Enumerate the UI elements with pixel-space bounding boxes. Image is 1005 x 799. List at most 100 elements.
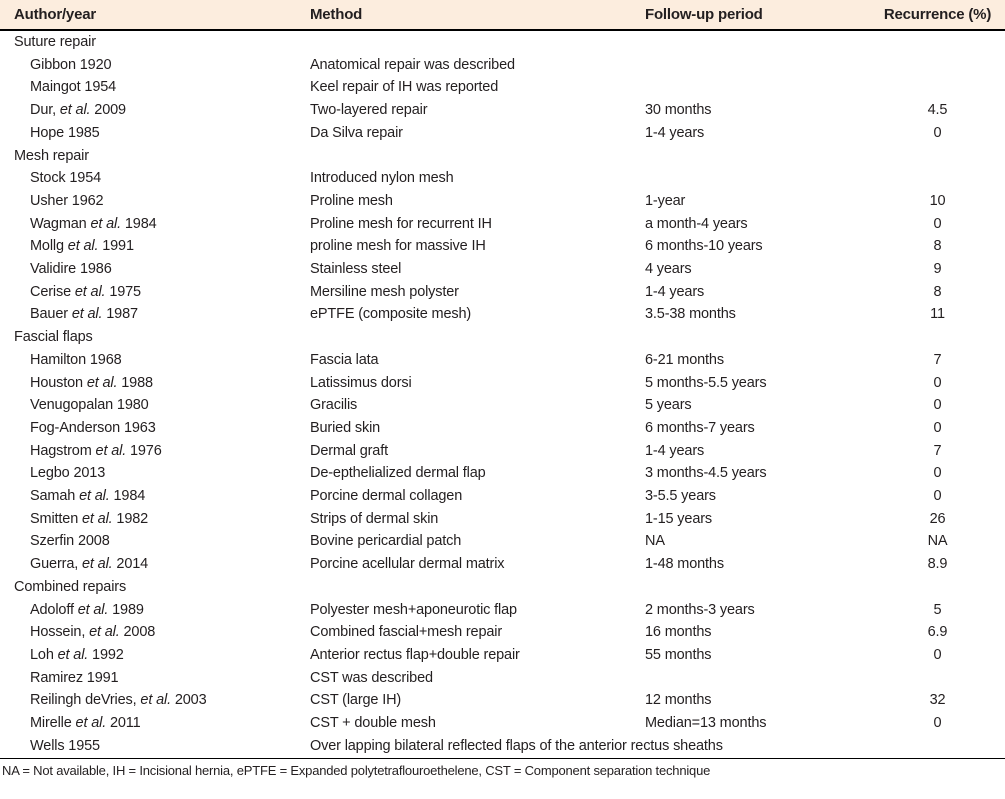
author-name: Hamilton 1968 bbox=[30, 351, 122, 368]
followup-cell: 30 months bbox=[645, 102, 712, 119]
author-name: Adoloff bbox=[30, 601, 78, 618]
table-row: Hossein, et al. 2008 Combined fascial+mes… bbox=[0, 621, 1005, 644]
author-year: 2003 bbox=[170, 692, 207, 709]
author-year: 1984 bbox=[121, 215, 157, 232]
method-cell: Latissimus dorsi bbox=[310, 374, 412, 391]
table-row: Wagman et al. 1984 Proline mesh for recur… bbox=[0, 213, 1005, 236]
section-title: Fascial flaps bbox=[14, 329, 93, 346]
author-name: Legbo 2013 bbox=[30, 465, 106, 482]
method-cell: Porcine dermal collagen bbox=[310, 488, 463, 505]
author-cell: Mirelle et al. 2011 bbox=[0, 712, 310, 735]
recurrence-cell: 4.5 bbox=[927, 102, 948, 119]
method-cell: ePTFE (composite mesh) bbox=[310, 306, 472, 323]
author-name: Gibbon 1920 bbox=[30, 56, 112, 73]
author-year: 2011 bbox=[106, 715, 141, 732]
author-name: Houston bbox=[30, 374, 87, 391]
author-cell: Validire 1986 bbox=[0, 258, 310, 281]
table-row: Usher 1962 Proline mesh 1-year 10 bbox=[0, 190, 1005, 213]
author-et-al: et al. bbox=[82, 510, 113, 527]
method-cell: Proline mesh bbox=[310, 192, 393, 209]
author-name: Loh bbox=[30, 646, 58, 663]
followup-cell: 3-5.5 years bbox=[645, 488, 716, 505]
author-cell: Wagman et al. 1984 bbox=[0, 213, 310, 236]
author-name: Usher 1962 bbox=[30, 192, 104, 209]
method-cell: Two-layered repair bbox=[310, 102, 428, 119]
followup-cell: 1-year bbox=[645, 192, 686, 209]
author-year: 1984 bbox=[109, 488, 146, 505]
recurrence-cell: 0 bbox=[933, 488, 942, 505]
author-et-al: et al. bbox=[74, 283, 106, 300]
recurrence-cell: 0 bbox=[933, 374, 942, 391]
author-name: Validire 1986 bbox=[30, 261, 112, 278]
author-year: 1987 bbox=[102, 306, 138, 323]
author-cell: Hossein, et al. 2008 bbox=[0, 621, 310, 644]
author-cell: Loh et al. 1992 bbox=[0, 644, 310, 667]
followup-cell: 16 months bbox=[645, 624, 712, 641]
recurrence-cell: 26 bbox=[929, 510, 946, 527]
author-et-al: et al. bbox=[86, 374, 118, 391]
author-year: 2008 bbox=[119, 624, 156, 641]
method-cell: Da Silva repair bbox=[310, 124, 403, 141]
table-row: Hope 1985 Da Silva repair 1-4 years 0 bbox=[0, 122, 1005, 145]
recurrence-cell: 8 bbox=[933, 283, 942, 300]
author-name: Szerfin 2008 bbox=[30, 533, 110, 550]
section-header-row: Combined repairs bbox=[0, 576, 1005, 599]
author-et-al: et al. bbox=[79, 488, 110, 505]
author-cell: Hagstrom et al. 1976 bbox=[0, 440, 310, 463]
author-cell: Hope 1985 bbox=[0, 122, 310, 145]
method-cell: Over lapping bilateral reflected flaps o… bbox=[310, 737, 723, 754]
table-row: Szerfin 2008 Bovine pericardial patch NA NA bbox=[0, 530, 1005, 553]
author-cell: Guerra, et al. 2014 bbox=[0, 553, 310, 576]
paper-table-page: Author/year Method Follow-up period Recu… bbox=[0, 0, 1005, 778]
author-cell: Usher 1962 bbox=[0, 190, 310, 213]
author-et-al: et al. bbox=[140, 692, 171, 709]
method-cell: Polyester mesh+aponeurotic flap bbox=[310, 601, 517, 618]
section-header-row: Suture repair bbox=[0, 30, 1005, 54]
recurrence-cell: 8 bbox=[933, 238, 942, 255]
author-cell: Maingot 1954 bbox=[0, 76, 310, 99]
recurrence-cell: 8.9 bbox=[927, 556, 948, 573]
table-row: Fog-Anderson 1963 Buried skin 6 months-7 y… bbox=[0, 417, 1005, 440]
table-row: Cerise et al. 1975 Mersiline mesh polyste… bbox=[0, 281, 1005, 304]
author-name: Cerise bbox=[30, 283, 75, 300]
followup-cell: 4 years bbox=[645, 261, 692, 278]
method-cell: proline mesh for massive IH bbox=[310, 238, 486, 255]
author-et-al: et al. bbox=[95, 442, 127, 459]
followup-cell: 1-4 years bbox=[645, 442, 705, 459]
author-name: Ramirez 1991 bbox=[30, 669, 119, 686]
table-row: Mirelle et al. 2011 CST + double mesh Medi… bbox=[0, 712, 1005, 735]
followup-cell: 6-21 months bbox=[645, 351, 724, 368]
table-row: Wells 1955 Over lapping bilateral reflect… bbox=[0, 735, 1005, 758]
recurrence-cell: NA bbox=[927, 533, 948, 550]
author-name: Smitten bbox=[30, 510, 82, 527]
method-cell: CST was described bbox=[310, 669, 433, 686]
recurrence-cell: 10 bbox=[929, 192, 946, 209]
author-et-al: et al. bbox=[82, 556, 113, 573]
author-year: 1992 bbox=[88, 646, 124, 663]
author-cell: Wells 1955 bbox=[0, 735, 310, 758]
author-cell: Bauer et al. 1987 bbox=[0, 303, 310, 326]
author-et-al: et al. bbox=[71, 306, 103, 323]
author-cell: Reilingh deVries, et al. 2003 bbox=[0, 689, 310, 712]
method-cell: Buried skin bbox=[310, 419, 381, 436]
recurrence-cell: 0 bbox=[933, 646, 942, 663]
followup-cell: 55 months bbox=[645, 646, 712, 663]
method-cell: Mersiline mesh polyster bbox=[310, 283, 459, 300]
section-title: Mesh repair bbox=[14, 147, 89, 164]
method-cell: Anterior rectus flap+double repair bbox=[310, 646, 520, 663]
method-cell: Strips of dermal skin bbox=[310, 510, 439, 527]
col-header-method: Method bbox=[310, 0, 645, 31]
table-row: Dur, et al. 2009 Two-layered repair 30 mon… bbox=[0, 99, 1005, 122]
table-header-row: Author/year Method Follow-up period Recu… bbox=[0, 0, 1005, 31]
author-year: 1991 bbox=[98, 238, 134, 255]
author-cell: Adoloff et al. 1989 bbox=[0, 599, 310, 622]
author-name: Mirelle bbox=[30, 715, 76, 732]
author-name: Hagstrom bbox=[30, 442, 96, 459]
table-row: Hamilton 1968 Fascia lata 6-21 months 7 bbox=[0, 349, 1005, 372]
followup-cell: 2 months-3 years bbox=[645, 601, 755, 618]
followup-cell: Median=13 months bbox=[645, 715, 767, 732]
author-name: Guerra, bbox=[30, 556, 82, 573]
table-row: Stock 1954 Introduced nylon mesh bbox=[0, 167, 1005, 190]
method-cell: Fascia lata bbox=[310, 351, 379, 368]
table-row: Bauer et al. 1987 ePTFE (composite mesh) 3… bbox=[0, 303, 1005, 326]
